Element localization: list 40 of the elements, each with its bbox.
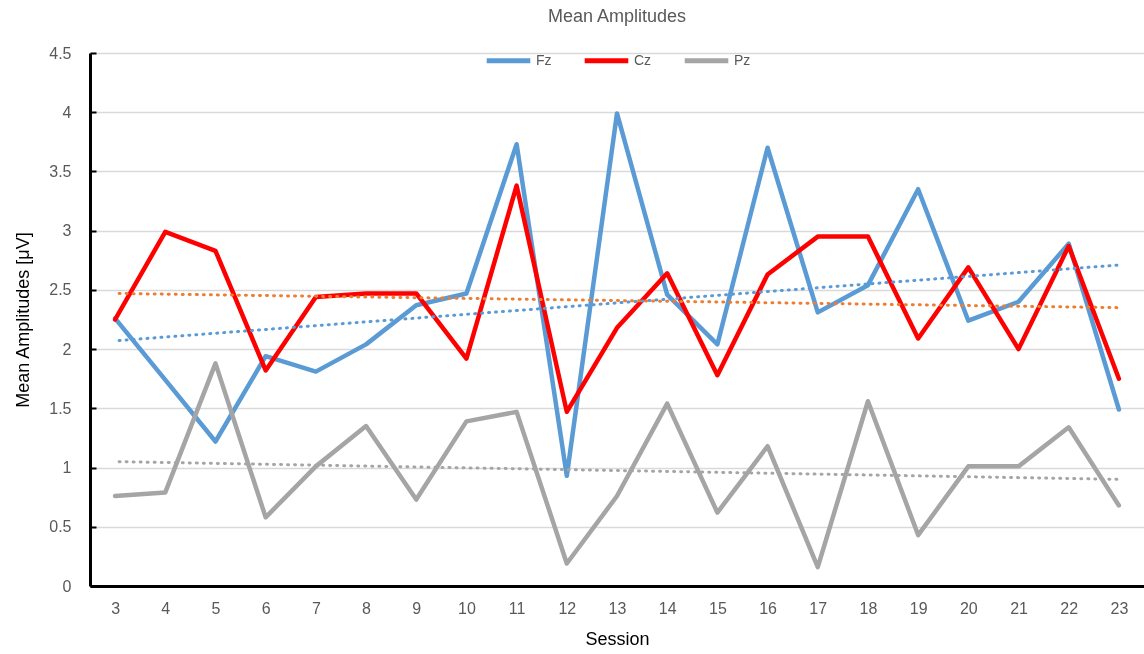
x-tick-label: 15 — [708, 599, 727, 617]
x-tick-label: 8 — [362, 599, 372, 617]
y-tick-label: 3 — [62, 222, 72, 240]
legend-label: Fz — [536, 51, 552, 68]
x-tick-label: 10 — [458, 599, 476, 617]
y-tick-label: 0.5 — [49, 518, 72, 536]
x-tick-label: 17 — [809, 599, 828, 617]
line-series — [112, 183, 1122, 415]
x-tick-label: 12 — [558, 599, 577, 617]
x-axis-title: Session — [585, 628, 650, 649]
x-tick-label: 20 — [959, 599, 978, 617]
y-tick-label: 4.5 — [49, 44, 72, 62]
x-tick-label: 22 — [1060, 599, 1079, 617]
x-tick-label: 3 — [111, 599, 121, 617]
line-series — [112, 361, 1122, 570]
y-tick-label: 1 — [62, 459, 72, 477]
y-tick-label: 4 — [62, 103, 72, 121]
x-tick-label: 23 — [1110, 599, 1129, 617]
y-tick-label: 2.5 — [49, 281, 72, 299]
y-axis-title: Mean Amplitudes [μV] — [13, 232, 34, 408]
x-tick-label: 11 — [508, 599, 526, 617]
x-tick-label: 21 — [1010, 599, 1029, 617]
x-tick-label: 16 — [759, 599, 778, 617]
y-tick-label: 0 — [62, 577, 72, 595]
x-tick-label: 6 — [261, 599, 271, 617]
legend-label: Pz — [734, 51, 751, 68]
x-tick-label: 19 — [909, 599, 928, 617]
y-tick-label: 2 — [62, 340, 72, 358]
x-tick-label: 13 — [608, 599, 627, 617]
x-tick-label: 4 — [161, 599, 171, 617]
y-tick-label: 3.5 — [49, 162, 72, 180]
line-series — [112, 111, 1122, 479]
x-tick-label: 9 — [412, 599, 422, 617]
x-tick-label: 5 — [211, 599, 221, 617]
y-tick-label: 1.5 — [49, 399, 72, 417]
chart-title: Mean Amplitudes — [547, 6, 687, 26]
x-tick-label: 14 — [658, 599, 677, 617]
legend-label: Cz — [634, 51, 652, 68]
x-tick-label: 7 — [311, 599, 321, 617]
x-tick-label: 18 — [859, 599, 878, 617]
